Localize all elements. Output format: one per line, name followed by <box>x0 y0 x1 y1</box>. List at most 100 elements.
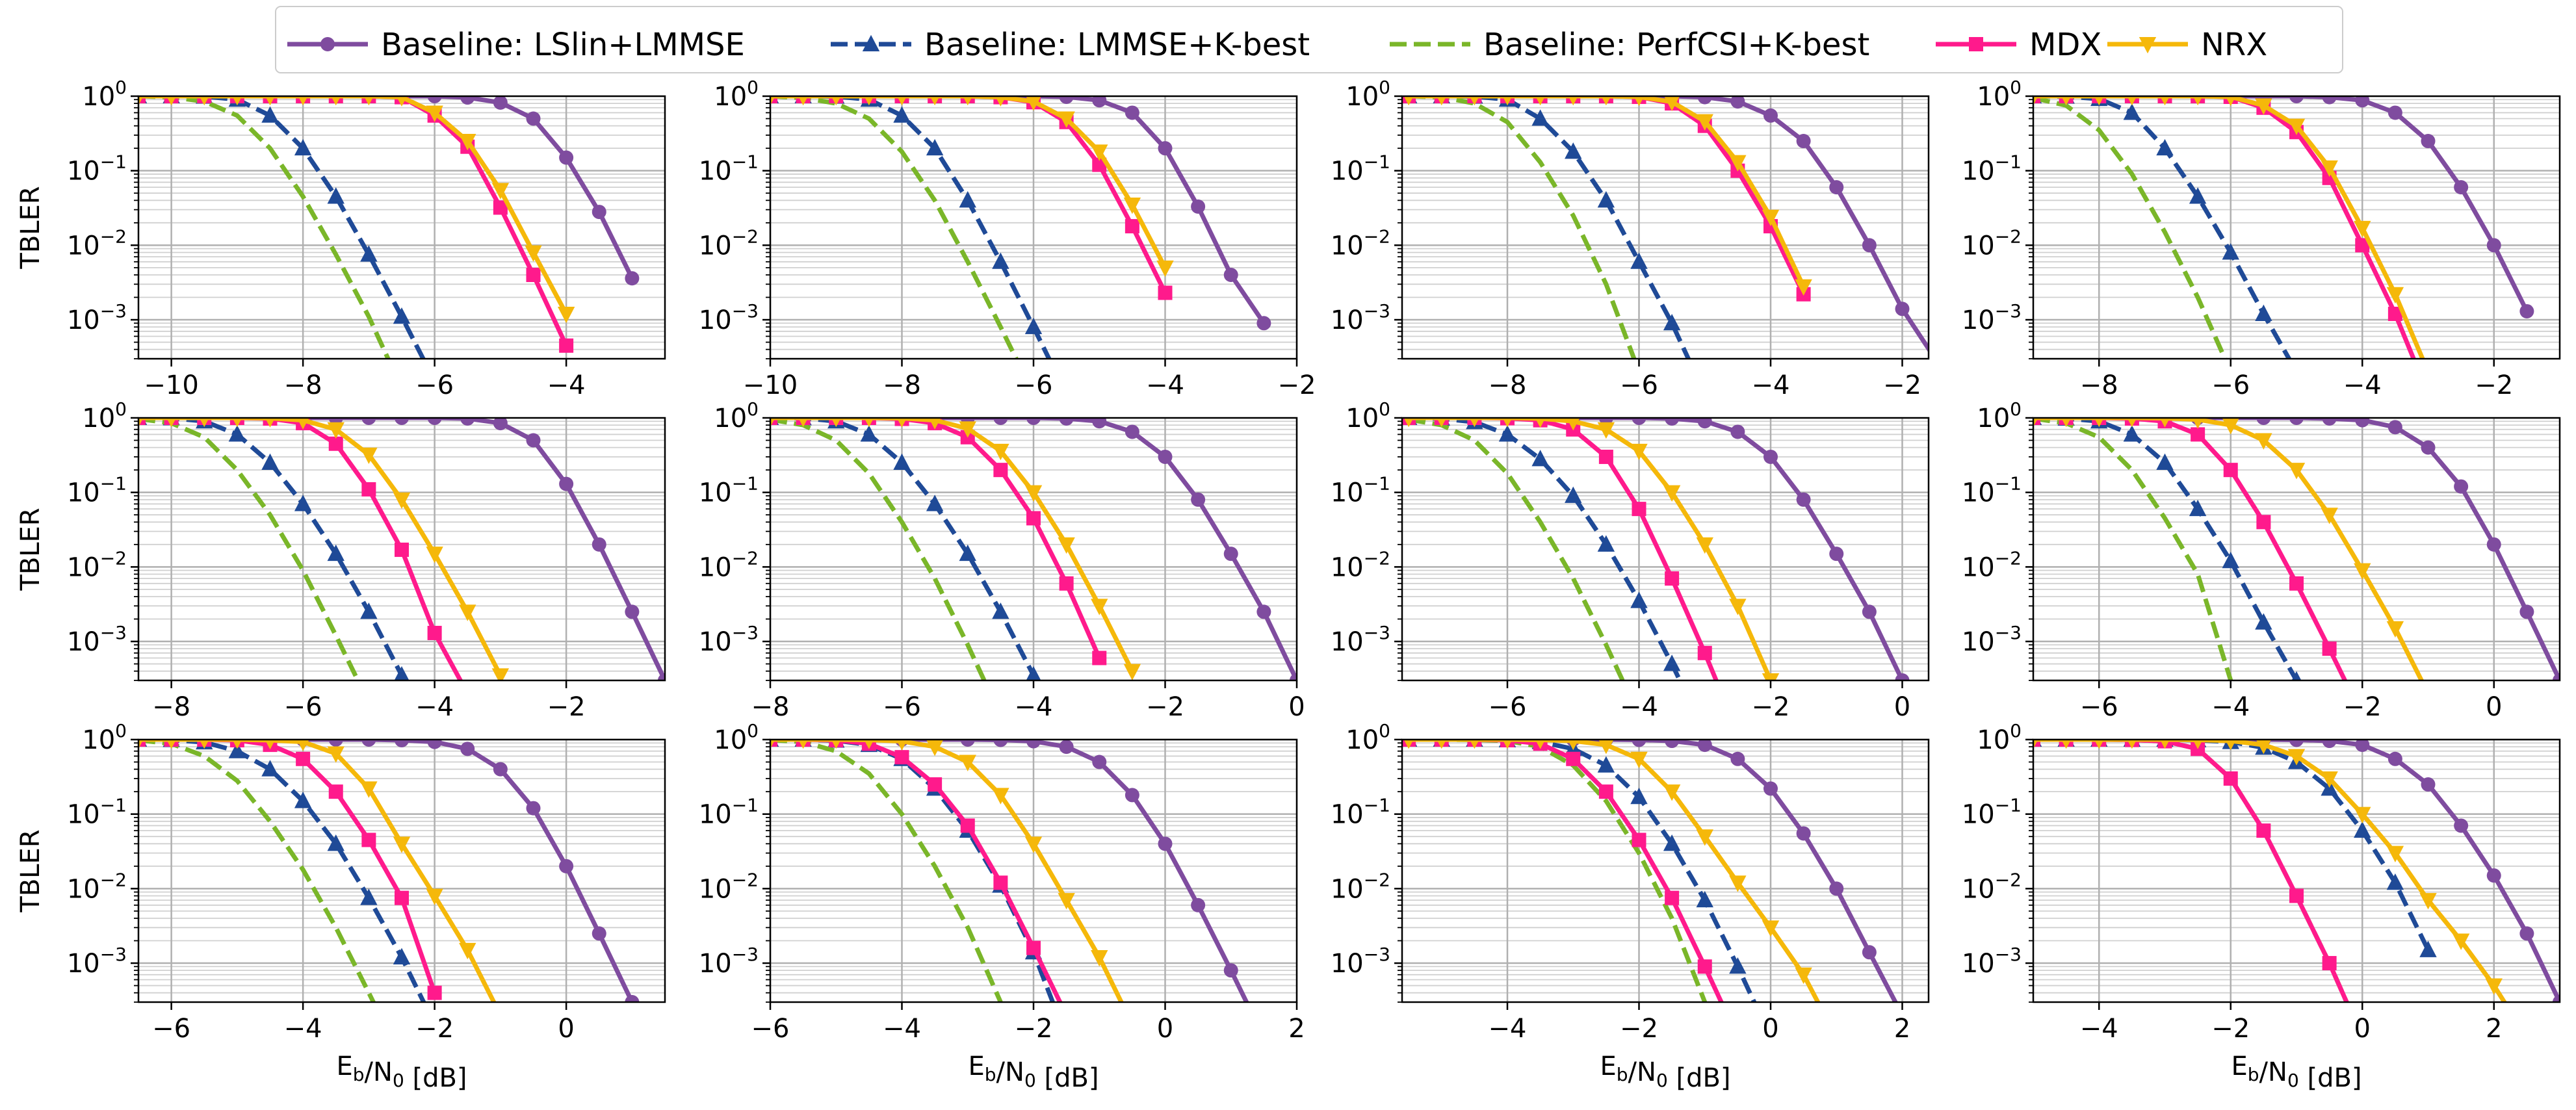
data-point <box>2288 363 2305 379</box>
data-point <box>1403 96 1414 106</box>
data-point <box>1290 673 1297 680</box>
data-point <box>960 818 975 833</box>
data-point <box>138 96 144 106</box>
data-point <box>1059 740 1074 755</box>
series-line <box>770 96 1266 325</box>
data-point <box>1862 945 1877 960</box>
data-point <box>992 252 1009 269</box>
data-point <box>2322 418 2337 426</box>
y-axis-label: TBLER <box>16 829 46 912</box>
data-point <box>2123 103 2141 120</box>
y-tick-label: 10−3 <box>1331 622 1390 657</box>
data-point <box>1091 459 1108 476</box>
data-point <box>1092 96 1107 108</box>
data-point <box>2189 187 2207 204</box>
data-point <box>526 433 541 448</box>
data-point <box>1498 425 1516 442</box>
data-point <box>993 875 1008 890</box>
x-tick-label: −4 <box>1752 370 1790 400</box>
y-tick-label: 100 <box>82 77 127 112</box>
y-tick-label: 10−2 <box>1962 547 2022 582</box>
data-point <box>1665 418 1680 426</box>
y-tick-label: 100 <box>714 77 759 112</box>
series-layer <box>770 740 1271 1045</box>
data-point <box>393 307 411 324</box>
data-point <box>770 740 777 747</box>
data-point <box>2225 740 2237 751</box>
legend-entry: MDX <box>1936 27 2101 63</box>
data-point <box>2355 238 2370 253</box>
data-point <box>1565 142 1582 159</box>
data-point <box>2192 418 2204 429</box>
data-point <box>526 267 541 282</box>
data-point <box>1730 751 1745 766</box>
data-point <box>1191 199 1206 214</box>
data-point <box>261 453 279 471</box>
data-point <box>1191 492 1206 507</box>
data-point <box>361 418 376 425</box>
data-point <box>770 418 777 425</box>
data-point <box>2222 551 2239 569</box>
data-point <box>1256 1031 1271 1045</box>
data-point <box>327 834 345 851</box>
data-point <box>992 788 1009 805</box>
y-tick-label: 10−2 <box>1962 869 2022 904</box>
data-point <box>1091 949 1108 967</box>
data-point <box>2452 933 2470 950</box>
data-point <box>1535 418 1546 428</box>
data-point <box>658 673 665 680</box>
x-tick-label: −4 <box>1015 692 1053 722</box>
data-point <box>1729 957 1747 974</box>
data-point <box>1829 547 1844 561</box>
data-point <box>1632 418 1646 425</box>
y-tick-label: 100 <box>714 720 759 755</box>
data-point <box>959 544 976 561</box>
data-point <box>592 926 606 941</box>
data-point <box>2191 427 2205 442</box>
y-tick-label: 10−2 <box>1331 547 1390 582</box>
x-tick-label: −4 <box>1620 692 1658 722</box>
x-tick-label: −2 <box>2211 1014 2250 1044</box>
data-point <box>1829 881 1844 896</box>
data-point <box>493 762 508 777</box>
data-point <box>2355 740 2370 753</box>
data-point <box>1697 959 1712 974</box>
x-tick-label: 0 <box>1762 1014 1778 1044</box>
x-axis-label: Eb/N0 [dB] <box>968 1052 1099 1093</box>
series-layer <box>138 418 665 680</box>
data-point <box>2123 425 2141 442</box>
data-point <box>459 942 476 960</box>
data-point <box>1696 890 1713 908</box>
y-tick-label: 10−2 <box>67 226 127 261</box>
y-tick-label: 10−3 <box>67 300 127 335</box>
data-point <box>2287 463 2306 480</box>
data-point <box>1059 576 1074 591</box>
axes-frame <box>137 417 666 682</box>
data-point <box>1829 180 1844 195</box>
data-point <box>460 96 475 105</box>
axes-frame <box>1401 417 1930 682</box>
y-tick-label: 10−1 <box>67 795 127 830</box>
data-point <box>1437 418 1447 428</box>
data-point <box>625 271 640 286</box>
data-point <box>2387 105 2402 120</box>
y-tick-label: 10−3 <box>699 944 759 979</box>
data-point <box>2255 98 2272 115</box>
subplot-r1c1: 10−3 10−2 10−1 100 −10 −8 −6 −4 TBLER <box>16 77 666 400</box>
y-tick-label: 10−3 <box>699 622 759 657</box>
data-point <box>2322 740 2337 749</box>
data-point <box>2256 823 2271 838</box>
data-point <box>1158 285 1173 300</box>
data-point <box>1024 317 1043 335</box>
data-point <box>864 740 874 749</box>
data-point <box>393 948 411 964</box>
data-point <box>798 418 809 428</box>
y-tick-label: 10−3 <box>67 622 127 657</box>
data-point <box>1158 836 1173 851</box>
data-point <box>2321 508 2338 524</box>
data-point <box>1502 96 1513 106</box>
data-point <box>2387 420 2402 435</box>
data-point <box>1730 424 1745 439</box>
data-point <box>1663 313 1681 331</box>
data-point <box>798 740 809 749</box>
